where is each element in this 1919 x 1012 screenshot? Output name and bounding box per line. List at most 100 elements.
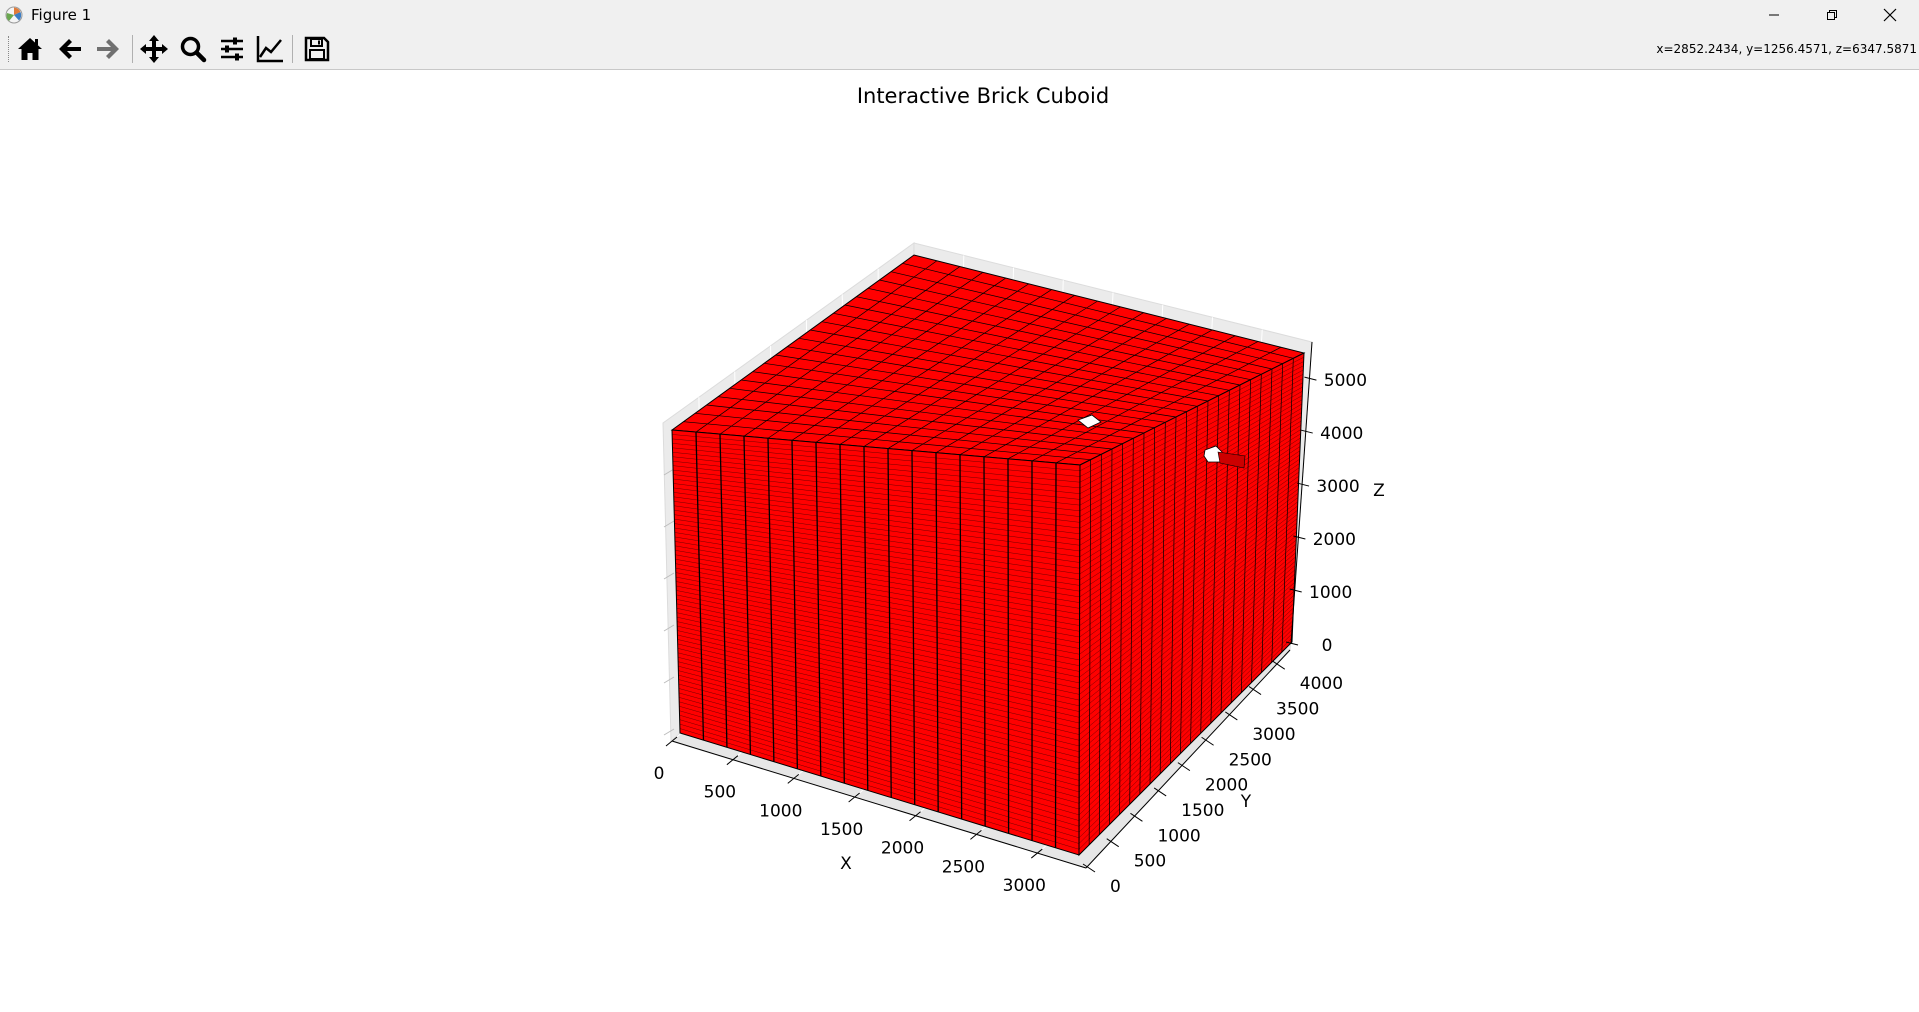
brick-row-line <box>673 469 1080 517</box>
y-tick <box>1201 736 1214 746</box>
brick-row-line <box>1079 573 1295 764</box>
brick-row-line <box>1079 595 1295 793</box>
brick-row-line <box>1079 429 1301 569</box>
brick-top-line <box>683 421 1091 461</box>
x-tick-label: 1000 <box>759 801 802 821</box>
brick-row-line <box>1079 425 1302 563</box>
brick-row-line <box>673 483 1080 534</box>
brick-row-line <box>679 697 1080 810</box>
brick-row-line <box>1079 488 1299 649</box>
subplots-button[interactable] <box>215 32 249 66</box>
brick-row-line <box>674 510 1080 569</box>
brick-row-line <box>1079 433 1301 575</box>
brick-row-line <box>675 550 1080 621</box>
brick-row-line <box>673 474 1080 523</box>
brick-row-line <box>1079 420 1302 557</box>
arrow-left-icon <box>59 39 81 59</box>
brick-row-line <box>1079 369 1304 489</box>
brick-row-line <box>675 563 1080 638</box>
restore-button[interactable] <box>1803 0 1861 29</box>
window-controls <box>1745 0 1919 29</box>
brick-row-line <box>1079 522 1298 695</box>
brick-row-line <box>676 590 1080 672</box>
brick-row-line <box>1079 361 1304 477</box>
minimize-button[interactable] <box>1745 0 1803 29</box>
close-button[interactable] <box>1861 0 1919 29</box>
brick-row-line <box>675 545 1080 615</box>
x-tick <box>1030 848 1043 859</box>
brick-row-line <box>672 443 1080 483</box>
zoom-button[interactable] <box>176 32 210 66</box>
brick-top-line <box>787 346 1187 413</box>
brick-row-line <box>1079 556 1296 741</box>
brick-top-line <box>791 283 1029 441</box>
brick-row-line <box>678 661 1080 764</box>
brick-row-line <box>1079 552 1296 735</box>
brick-row-line <box>676 585 1080 666</box>
brick-row-line <box>1079 467 1300 620</box>
brick-row-line <box>677 625 1080 718</box>
z-tick <box>1304 376 1317 381</box>
pan-button[interactable] <box>137 32 171 66</box>
x-tick <box>665 736 678 747</box>
brick-top-line <box>718 396 1123 445</box>
brick-row-line <box>1079 569 1296 758</box>
brick-top-line <box>935 318 1167 453</box>
brick-top-line <box>833 312 1230 391</box>
brick-row-line <box>1079 412 1302 546</box>
x-tick-label: 2000 <box>881 839 924 859</box>
brick-row-line <box>678 692 1080 804</box>
brick-row-line <box>672 452 1080 494</box>
brick-row-line <box>1079 497 1299 661</box>
y-tick <box>1272 660 1286 670</box>
brick-row-line <box>673 478 1080 529</box>
brick-top-line <box>1007 335 1236 460</box>
brick-row-line <box>676 599 1080 684</box>
brick-row-line <box>675 576 1080 655</box>
x-tick <box>970 829 982 840</box>
z-axis-label: Z <box>1373 481 1385 501</box>
brick-row-line <box>1079 374 1304 494</box>
brick-row-line <box>1079 459 1300 609</box>
brick-row-line <box>678 674 1080 781</box>
y-tick-label: 2500 <box>1229 750 1272 770</box>
restore-icon <box>1827 9 1837 20</box>
back-button[interactable] <box>53 32 87 66</box>
brick-top-line <box>879 279 1273 370</box>
brick-row-line <box>678 688 1080 798</box>
matplotlib-icon <box>3 4 25 26</box>
z-tick-label: 2000 <box>1313 530 1356 550</box>
forward-button[interactable] <box>91 32 125 66</box>
brick-row-line <box>677 630 1080 724</box>
z-tick <box>1289 588 1302 593</box>
customize-button[interactable] <box>253 32 287 66</box>
y-tick-label: 3000 <box>1252 725 1295 745</box>
brick-row-line <box>1079 531 1297 707</box>
brick-top-line <box>767 277 1006 439</box>
z-grid-line <box>663 468 675 476</box>
brick-row-line <box>677 639 1080 735</box>
z-axis-line <box>1290 341 1313 645</box>
brick-top-line <box>902 262 1294 359</box>
home-button[interactable] <box>13 32 47 66</box>
brick-row-line <box>672 456 1080 500</box>
brick-row-line <box>1079 442 1301 586</box>
y-axis-line <box>1085 649 1291 869</box>
brick-row-line <box>1079 599 1294 798</box>
brick-row-line <box>1079 527 1297 701</box>
brick-row-line <box>678 670 1080 775</box>
z-tick-label: 0 <box>1322 636 1333 656</box>
save-button[interactable] <box>300 32 334 66</box>
brick-row-line <box>672 434 1081 471</box>
close-icon <box>1883 8 1897 21</box>
brick-row-line <box>1079 463 1300 615</box>
y-tick-label: 0 <box>1110 877 1121 897</box>
brick-top-line <box>706 404 1113 450</box>
brick-top-line <box>911 312 1144 451</box>
brick-row-line <box>676 616 1080 707</box>
y-tick-label: 1500 <box>1181 801 1224 821</box>
toolbar-separator <box>292 35 293 63</box>
brick-row-line <box>674 518 1080 580</box>
brick-row-line <box>1079 561 1296 747</box>
